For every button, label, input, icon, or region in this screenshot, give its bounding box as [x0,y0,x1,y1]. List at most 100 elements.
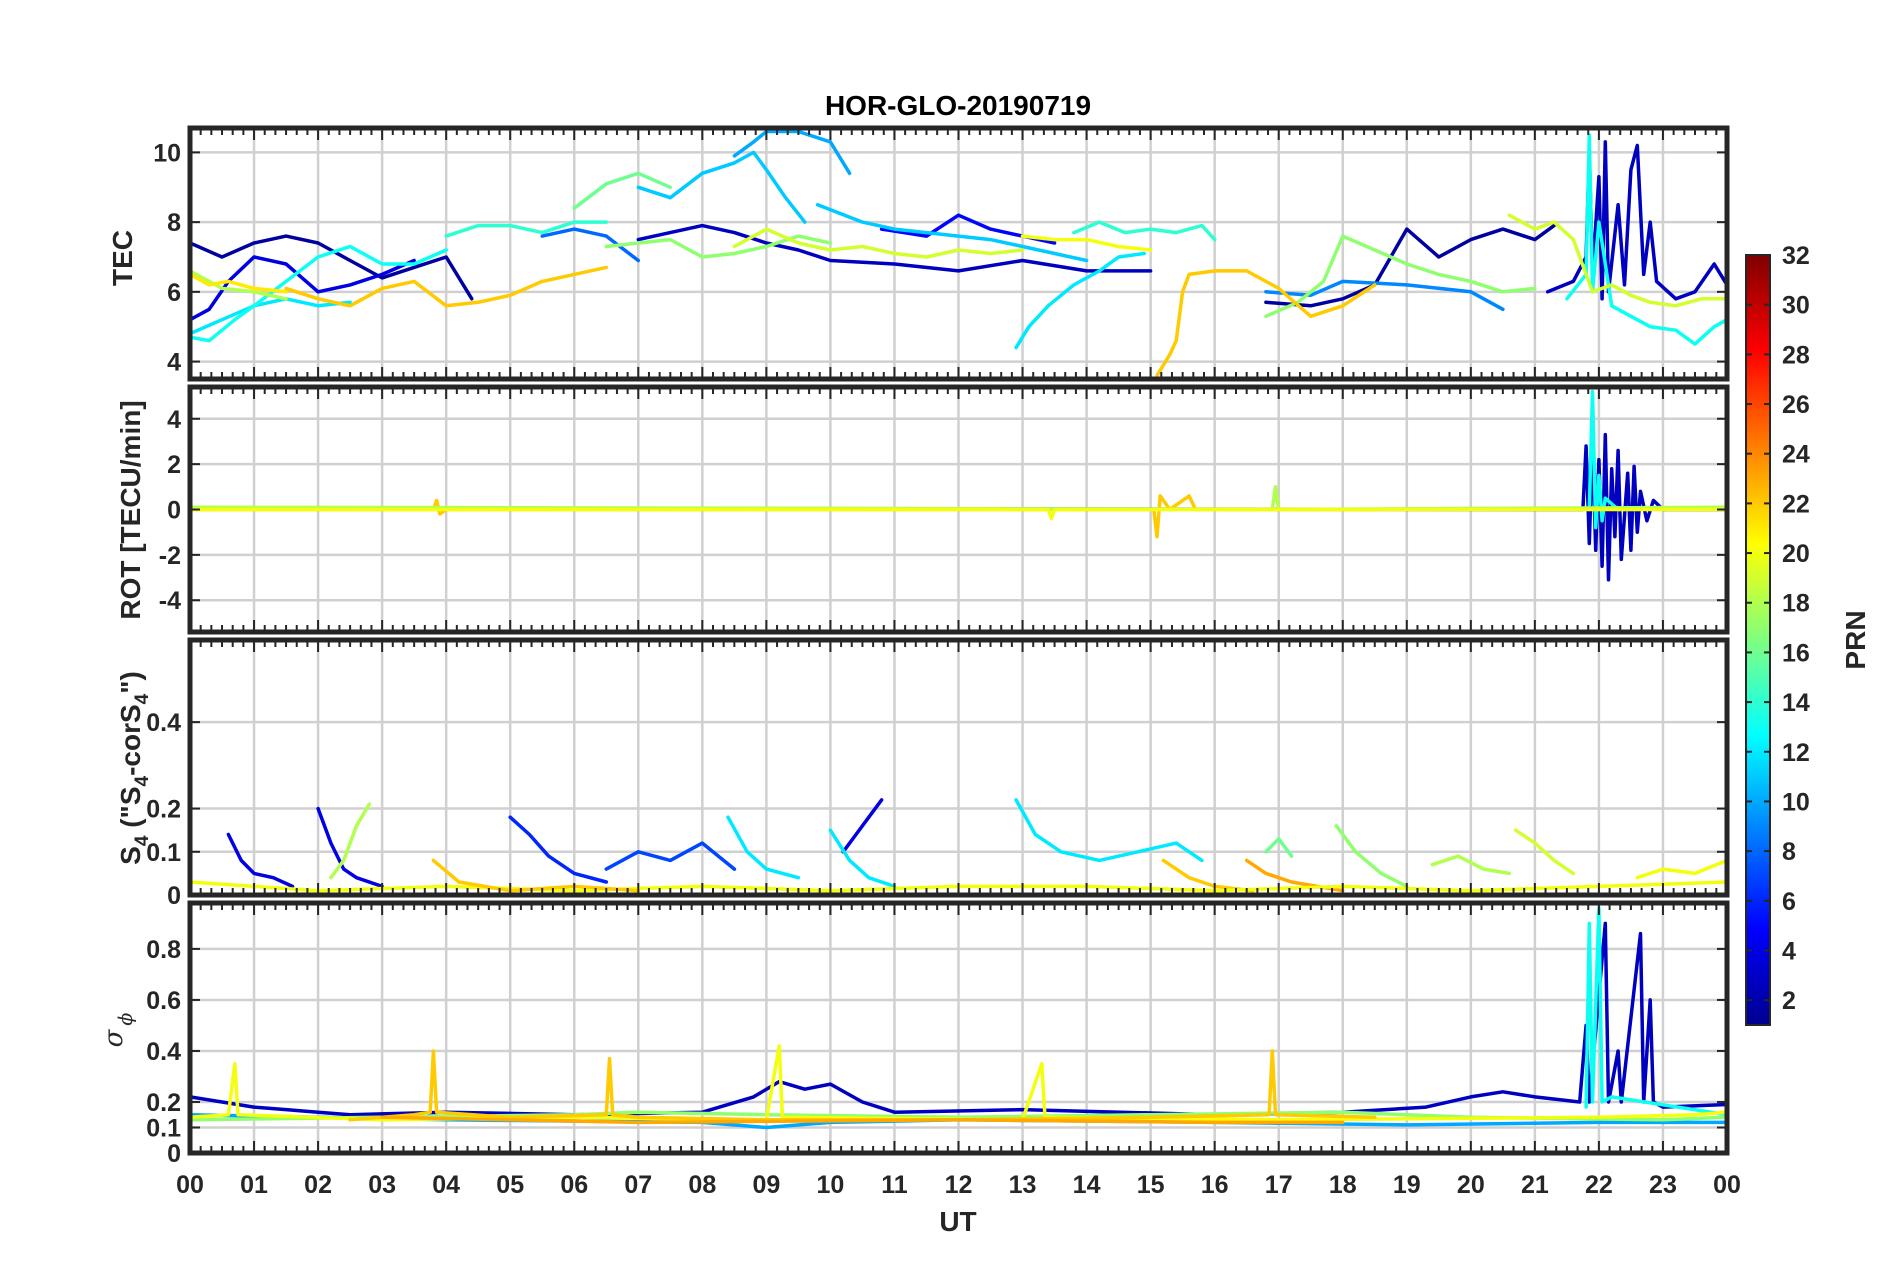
s4-ytick-label: 0 [167,882,181,910]
tec-trace-prn-21 [190,272,288,294]
x-tick-label: 21 [1521,1171,1549,1199]
tec-ytick-label: 10 [153,139,181,167]
s4-trace-prn-18 [329,802,372,880]
s4-ylabel-s: S [115,846,146,865]
s4-trace-prn-16 [1264,837,1294,858]
colorbar-tick-label: 4 [1782,937,1796,965]
rot-ylabel: ROT [TECU/min] [115,400,146,619]
rot-ytick-label: 4 [167,406,181,434]
s4-ylabel: S4 ("S4-corS4") [115,671,153,865]
x-tick-label: 06 [560,1171,588,1199]
tec-trace-prn-2 [1264,223,1556,308]
tec-trace-prn-17 [1264,234,1537,319]
tec-trace-prn-11 [815,202,1089,263]
colorbar-tick-label: 10 [1782,788,1810,816]
x-tick-label: 11 [881,1171,908,1199]
tec-ylabel: TEC [107,230,138,286]
sigma-phi-panel: 00.10.2 0.4 0.6 0.8 [146,900,1730,1168]
colorbar-tick-label: 18 [1782,590,1810,618]
tec-trace-prn-22 [1155,269,1377,378]
sigma_phi-ytick-label: 0.8 [146,936,181,964]
tec-trace-prn-14 [1072,220,1217,242]
tec-trace-prn-10 [732,129,852,176]
x-tick-label: 00 [176,1171,204,1199]
x-tick-label: 19 [1393,1171,1421,1199]
rot-panel: -4 -2 0 2 4 [159,384,1730,635]
tec-ytick-label: 4 [167,349,181,377]
x-tick-label: 07 [624,1171,652,1199]
x-tick-label: 10 [817,1171,845,1199]
colorbar-tick-label: 16 [1782,639,1810,667]
colorbar-tick-label: 6 [1782,888,1796,916]
s4-panel: 0 0.1 0.2 0.4 [146,637,1730,910]
s4-ytick-label: 0.4 [146,709,181,737]
sigma_phi-ytick-label: 0 [167,1140,181,1168]
s4-trace-prn-18 [1430,854,1512,876]
tec-trace-prn-17 [604,234,833,259]
x-tick-label: 05 [496,1171,524,1199]
colorbar-tick-label: 12 [1782,739,1810,767]
colorbar-tick-label: 24 [1782,441,1810,469]
colorbar-tick-label: 30 [1782,292,1810,320]
x-tick-label: 12 [945,1171,973,1199]
s4-trace-prn-4 [226,832,295,889]
sigma-ylabel-sigma: σ [99,1028,129,1047]
s4-trace-prn-7 [604,841,737,871]
tec-trace-prn-16 [572,171,673,210]
colorbar-gradient [1745,254,1771,1026]
tec-trace-prn-19 [1507,213,1727,308]
tec-trace-prn-4 [190,255,416,322]
x-tick-label: 15 [1137,1171,1165,1199]
colorbar-tick-label: 28 [1782,341,1810,369]
x-tick-label: 13 [1009,1171,1037,1199]
tec-trace-prn-13 [1565,133,1727,346]
chart-title: HOR-GLO-20190719 [825,90,1091,121]
rot-traces [190,389,1727,582]
s4-trace-prn-20 [1635,858,1727,880]
rot-ytick-label: 2 [167,451,181,479]
colorbar-tick-label: 22 [1782,490,1810,518]
tec-trace-prn-3 [636,223,1153,273]
y-axis-label-tec: TEC [107,230,138,286]
sigma_phi-traces [190,906,1727,1130]
y-axis-label-rot: ROT [TECU/min] [115,400,146,619]
tec-panel: 4 6 8 10 [153,125,1730,382]
tec-trace-prn-22 [284,265,609,308]
tec-traces [190,129,1727,378]
x-tick-label: 14 [1073,1171,1101,1199]
s4-ytick-label: 0.1 [146,839,181,867]
rot-ytick-label: 0 [167,497,181,525]
s4-ytick-label: 0.2 [146,796,181,824]
x-tick-label: 02 [304,1171,332,1199]
sigma_phi-ytick-label: 0.2 [146,1089,181,1117]
rot-ytick-label: -4 [159,587,181,615]
colorbar-tick-label: 2 [1782,987,1796,1015]
x-tick-label: 18 [1329,1171,1357,1199]
s4-ylabel-open: ("S [115,787,146,836]
x-tick-label: 20 [1457,1171,1485,1199]
colorbar-tick-label: 32 [1782,242,1810,270]
x-tick-label: 04 [432,1171,460,1199]
sigma_phi-trace-prn-20 [190,1044,1727,1122]
sigma_phi-ytick-label: 0.6 [146,987,181,1015]
s4-trace-prn-17 [1334,824,1409,889]
tec-trace-prn-20 [1020,234,1153,252]
rot-trace-prn-22 [190,494,1377,539]
y-axis-label-sigma: σϕ [99,1013,137,1048]
s4-ylabel-cor: -corS [115,704,146,776]
x-tick-label: 00 [1713,1171,1741,1199]
s4-trace-prn-4 [841,798,884,854]
tec-trace-prn-19 [732,227,1025,259]
colorbar-label: PRN [1840,610,1871,669]
rot-trace-prn-20 [190,507,1727,521]
s4-trace-prn-12 [726,815,801,880]
x-tick-label: 16 [1201,1171,1229,1199]
s4-trace-prn-19 [1513,828,1576,876]
tec-trace-prn-18 [190,269,288,301]
colorbar-tick-label: 8 [1782,838,1796,866]
x-tick-label: 09 [752,1171,780,1199]
tec-trace-prn-14 [444,220,609,238]
